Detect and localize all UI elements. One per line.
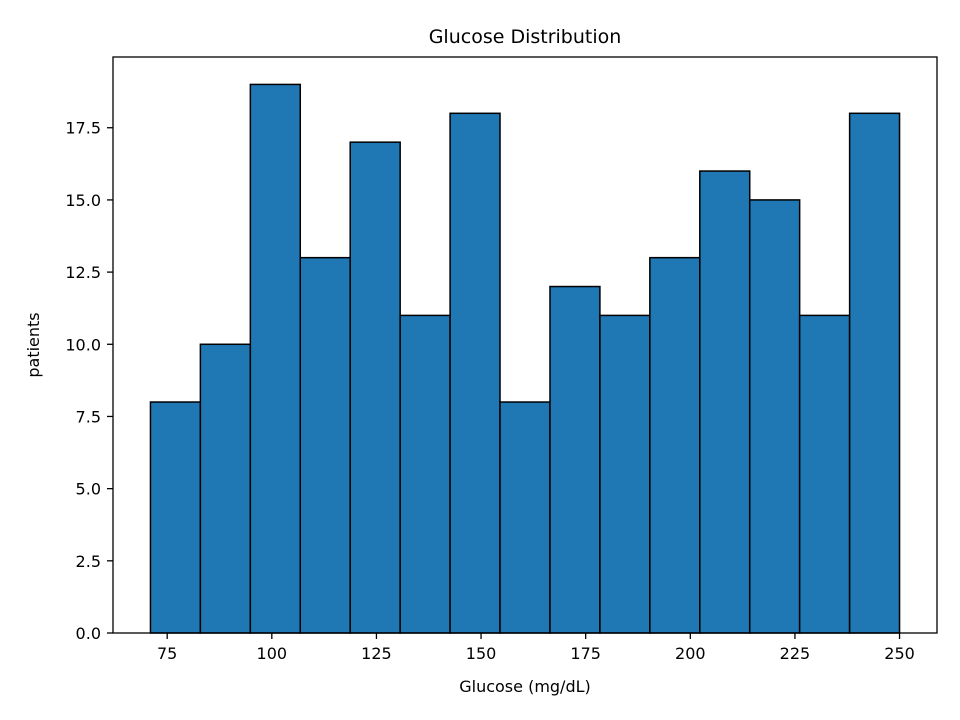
histogram-bar xyxy=(549,285,601,634)
histogram-bar xyxy=(848,112,901,634)
histogram-bar xyxy=(349,141,401,634)
x-tick-label: 225 xyxy=(780,644,811,663)
y-axis-ticks: 0.0 2.5 5.0 7.5 10.0 12.5 15.0 17.5 xyxy=(65,119,113,643)
x-tick-label: 200 xyxy=(675,644,706,663)
chart-title: Glucose Distribution xyxy=(429,26,622,48)
histogram-bar xyxy=(399,314,451,634)
x-tick-label: 125 xyxy=(361,644,392,663)
histogram-bar xyxy=(299,256,351,634)
histogram-bar xyxy=(449,112,501,634)
plot-frame xyxy=(112,56,938,634)
y-axis-label: patients xyxy=(24,312,43,377)
x-axis-label: Glucose (mg/dL) xyxy=(459,677,591,696)
x-axis-ticks: 75 100 125 150 175 200 225 250 xyxy=(157,633,915,663)
histogram-bar xyxy=(149,401,202,634)
y-tick-label: 15.0 xyxy=(65,191,101,210)
histogram-bar xyxy=(249,83,302,634)
y-tick-label: 10.0 xyxy=(65,335,101,354)
y-tick-label: 0.0 xyxy=(76,624,101,643)
y-tick-label: 7.5 xyxy=(76,407,101,426)
x-tick-label: 175 xyxy=(570,644,601,663)
histogram-bar xyxy=(199,343,252,634)
histogram-bar xyxy=(599,314,651,634)
bars-group xyxy=(149,83,901,634)
y-tick-label: 17.5 xyxy=(65,119,101,138)
histogram-bar xyxy=(699,170,751,634)
x-tick-label: 250 xyxy=(884,644,915,663)
histogram-bar xyxy=(499,401,551,634)
x-tick-label: 150 xyxy=(466,644,497,663)
y-tick-label: 12.5 xyxy=(65,263,101,282)
y-tick-label: 5.0 xyxy=(76,480,101,499)
histogram-bar xyxy=(748,199,801,634)
y-tick-label: 2.5 xyxy=(76,552,101,571)
histogram-bar xyxy=(798,314,851,634)
histogram-bar xyxy=(649,256,701,634)
x-tick-label: 75 xyxy=(157,644,177,663)
x-tick-label: 100 xyxy=(257,644,288,663)
